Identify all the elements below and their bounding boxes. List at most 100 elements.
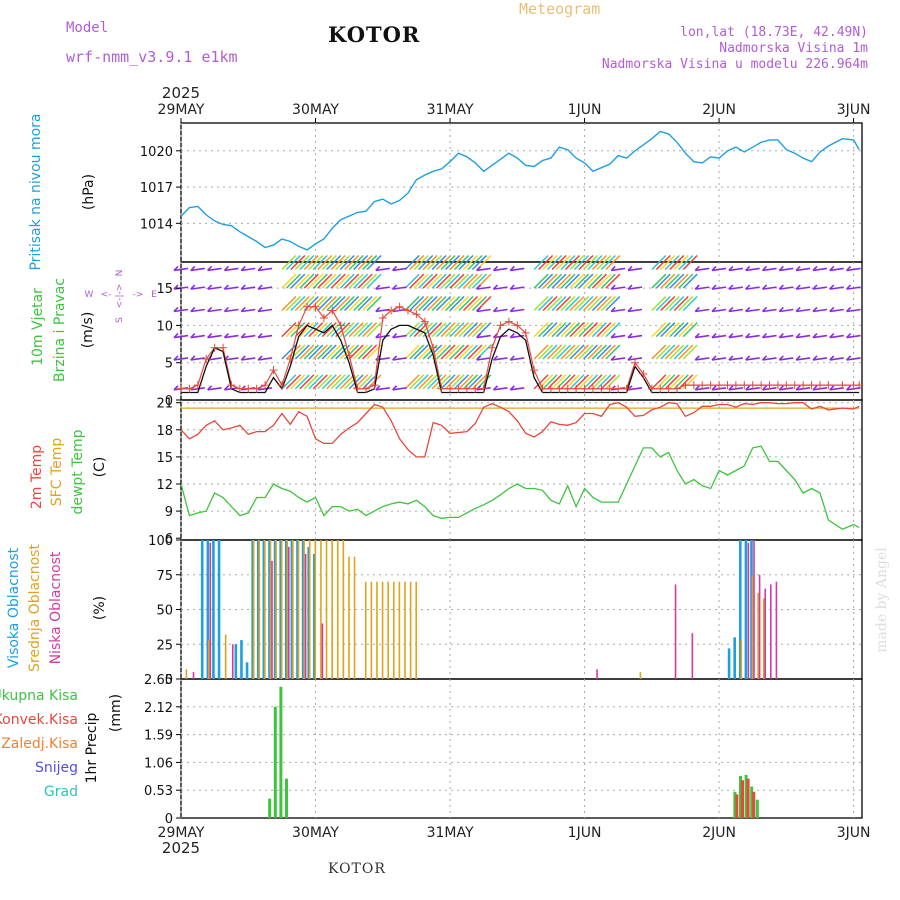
wind-gust-marker [429, 343, 438, 352]
wind-gust-arrow [344, 322, 360, 338]
wind-gust-marker [185, 384, 194, 393]
wind-gust-marker [269, 366, 278, 375]
wind-gust-arrow [339, 273, 355, 289]
wind-arrow [173, 308, 189, 313]
wind-arrow-head [795, 355, 801, 361]
wind-arrow-head [207, 333, 213, 339]
temperature-y-tick-label: 21 [156, 397, 173, 412]
wind-gust-arrow [560, 322, 576, 338]
wind-arrow [510, 357, 525, 361]
cloud-bar [224, 634, 227, 679]
wind-arrow-head [711, 355, 717, 361]
wind-arrow [812, 286, 828, 290]
wind-gust-arrow [660, 295, 676, 311]
cloud-bar [691, 633, 694, 679]
precip-y-tick-label: 1.59 [144, 729, 173, 744]
wind-gust-arrow [458, 322, 474, 338]
wind-gust-arrow [431, 254, 447, 270]
wind-gust-arrow [551, 254, 567, 270]
wind-gust-arrow [422, 254, 438, 270]
wind-arrow-head [173, 333, 179, 339]
cloud-bar [331, 540, 333, 679]
wind-gust-arrow [449, 374, 465, 390]
wind-gust-arrow [335, 273, 351, 289]
wind-gust-arrow [445, 374, 461, 390]
wind-arrow [241, 267, 256, 272]
wind-gust-marker [319, 313, 328, 322]
wind-arrow [190, 267, 205, 272]
wind-arrow-head [795, 265, 801, 272]
wind-gust-arrow [348, 295, 364, 311]
wind-gust-arrow [664, 322, 680, 338]
wind-gust-arrow [569, 273, 585, 289]
wind-gust-marker [294, 321, 303, 330]
wind-gust-arrow [303, 273, 319, 289]
wind-gust-arrow [655, 344, 671, 360]
wind-gust-arrow [299, 254, 315, 270]
wind-gust-arrow [294, 374, 310, 390]
wind-arrow [695, 357, 710, 361]
cloud-mid-axis-title: Srednja Oblacnost [27, 544, 43, 672]
wind-gust-arrow [431, 322, 447, 338]
wind-gust-arrow [326, 295, 342, 311]
wind-gust-marker [555, 384, 564, 393]
precip-y-tick-label: 2.65 [144, 673, 173, 688]
wind-gust-marker [244, 384, 253, 393]
wind-gust-arrow [605, 254, 621, 270]
wind-gust-arrow [317, 344, 333, 360]
cloud-y-tick-label: 100 [148, 534, 173, 549]
wind-gust-marker [193, 381, 202, 390]
wind-gust-arrow [538, 344, 554, 360]
compass-west: W [85, 290, 94, 300]
cloud-bar [251, 540, 254, 679]
wind-arrow [779, 308, 794, 313]
product-label: Meteogram [519, 0, 601, 18]
wind-gust-arrow [651, 254, 667, 270]
wind-arrow-head [694, 284, 700, 290]
wind-arrow [510, 334, 525, 339]
footer-station-label: KOTOR [328, 861, 386, 877]
wind-gust-arrow [678, 273, 694, 289]
wind-gust-arrow [538, 273, 554, 289]
wind-gust-arrow [655, 374, 671, 390]
credit-watermark: made by Angel [874, 547, 890, 653]
wind-arrow-head [829, 284, 835, 290]
wind-arrow-head [610, 333, 616, 339]
wind-gust-arrow [660, 273, 676, 289]
wind-arrow-head [745, 284, 751, 290]
wind-gust-arrow [673, 322, 689, 338]
wind-gust-arrow [673, 273, 689, 289]
wind-arrow-head [240, 355, 246, 361]
wind-arrow [510, 308, 525, 313]
wind-gust-arrow [404, 374, 420, 390]
wind-arrow [173, 357, 189, 361]
wind-gust-marker [538, 384, 547, 393]
cloud-bar [269, 540, 272, 679]
wind-gust-arrow [462, 374, 478, 390]
wind-gust-arrow [458, 295, 474, 311]
wind-gust-arrow [404, 322, 420, 338]
pressure-axis-title: Pritisak na nivou mora [28, 113, 44, 270]
wind-gust-arrow [591, 374, 607, 390]
wind-gust-arrow [587, 344, 603, 360]
wind-gust-marker [631, 358, 639, 367]
wind-arrow [611, 308, 626, 313]
wind-arrow [224, 308, 239, 313]
wind-gust-marker [286, 354, 295, 363]
precip-bar [744, 774, 748, 818]
wind-gust-arrow [440, 295, 456, 311]
wind-gust-marker [681, 381, 690, 390]
sfc-temp-axis-title: SFC Temp [49, 438, 65, 507]
wind-gust-arrow [538, 254, 554, 270]
wind-arrow [779, 334, 794, 339]
wind-arrow-head [846, 284, 852, 290]
cloud-bar [370, 581, 373, 679]
compass-symbol: <-|-> [115, 284, 125, 309]
wind-arrow [829, 334, 844, 339]
wind-gust-arrow [445, 273, 461, 289]
precip-bar [273, 706, 277, 818]
wind-gust-arrow [348, 273, 364, 289]
wind-arrow [829, 286, 844, 290]
temperature-y-tick-label: 12 [156, 478, 173, 493]
cloud-bar [321, 623, 324, 679]
